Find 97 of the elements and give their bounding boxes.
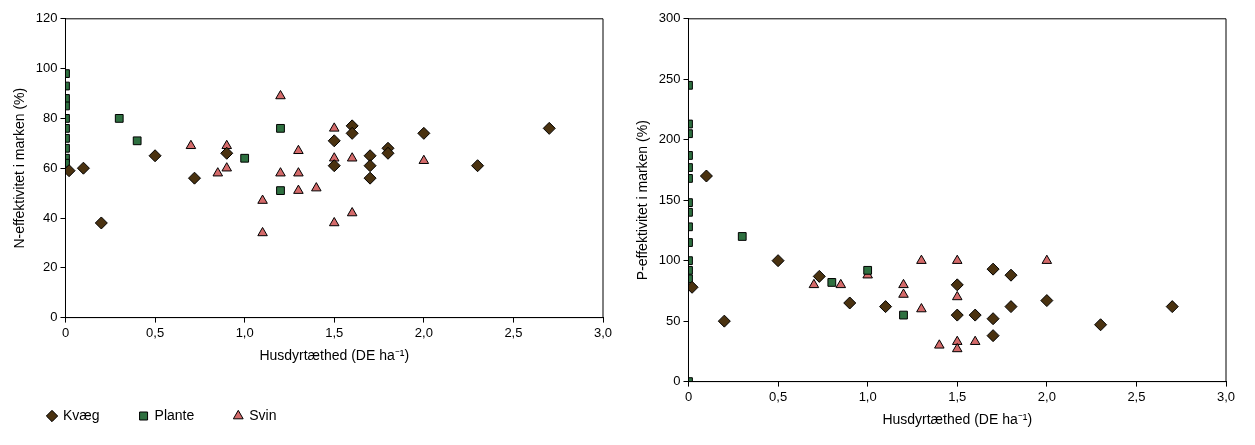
point xyxy=(986,312,1000,326)
point xyxy=(969,335,981,345)
point xyxy=(986,329,1000,343)
y-tick-label: 80 xyxy=(43,109,58,125)
point xyxy=(275,167,286,177)
point xyxy=(275,89,286,100)
point xyxy=(950,308,964,322)
point xyxy=(345,126,359,140)
y-tick-label: 100 xyxy=(35,60,58,76)
x-axis-title: Husdyrtæthed (DE ha⁻¹) xyxy=(259,347,410,364)
point xyxy=(471,159,485,173)
y-tick-label: 200 xyxy=(658,131,681,147)
point xyxy=(916,303,927,313)
point xyxy=(986,262,1000,276)
point xyxy=(328,216,340,227)
point xyxy=(293,184,304,194)
point xyxy=(148,149,162,163)
x-tick-label: 3,0 xyxy=(593,324,613,340)
point xyxy=(220,146,234,160)
point xyxy=(328,152,340,162)
x-tick-label: 3,0 xyxy=(1216,388,1236,404)
point xyxy=(327,134,341,148)
point xyxy=(1094,318,1108,332)
point xyxy=(293,167,304,177)
point xyxy=(699,169,713,183)
point xyxy=(293,144,304,155)
y-tick-label: 50 xyxy=(666,312,681,328)
legend-label: Kvæg xyxy=(63,406,100,423)
point xyxy=(346,152,358,162)
point xyxy=(898,288,909,298)
point xyxy=(542,121,556,135)
legend-label: Plante xyxy=(154,406,195,423)
x-axis-title: Husdyrtæthed (DE ha⁻¹) xyxy=(882,411,1033,428)
point xyxy=(221,162,233,172)
point xyxy=(1165,300,1179,314)
y-tick-label: 150 xyxy=(658,191,681,207)
y-tick-label: 20 xyxy=(43,259,58,275)
point xyxy=(812,269,826,283)
point xyxy=(257,194,268,204)
y-tick-label: 0 xyxy=(50,309,58,325)
y-axis-title: P-effektivitet i marken (%) xyxy=(634,120,651,281)
point xyxy=(951,342,963,353)
x-tick-label: 0 xyxy=(61,324,70,340)
point xyxy=(185,139,197,150)
y-tick-label: 40 xyxy=(43,209,58,225)
legend-label: Svin xyxy=(249,406,277,423)
point xyxy=(951,254,963,264)
y-tick-label: 60 xyxy=(43,159,58,175)
point xyxy=(951,335,963,345)
point xyxy=(327,159,341,173)
point xyxy=(843,296,857,310)
y-tick-label: 0 xyxy=(673,373,681,389)
y-axis-title: N-effektivitet i marken (%) xyxy=(11,87,28,249)
y-tick-label: 250 xyxy=(658,70,681,86)
point xyxy=(808,278,820,289)
point xyxy=(1040,294,1054,308)
point xyxy=(934,339,945,349)
point xyxy=(717,314,731,328)
point xyxy=(346,207,358,217)
x-tick-label: 1,0 xyxy=(858,388,877,404)
point xyxy=(94,216,108,230)
x-tick-label: 2,5 xyxy=(504,324,523,340)
point xyxy=(417,126,431,140)
point xyxy=(76,161,90,175)
point xyxy=(257,226,268,237)
x-tick-label: 1,5 xyxy=(948,388,967,404)
point xyxy=(916,254,927,264)
point xyxy=(879,300,893,314)
point xyxy=(187,171,201,185)
y-tick-label: 300 xyxy=(658,10,681,26)
point xyxy=(311,182,322,192)
x-tick-label: 0 xyxy=(684,388,693,404)
y-tick-label: 100 xyxy=(658,252,681,268)
point xyxy=(771,254,785,268)
point xyxy=(418,154,430,164)
x-tick-label: 2,0 xyxy=(414,324,433,340)
point xyxy=(835,278,847,289)
x-tick-label: 1,0 xyxy=(235,324,254,340)
point xyxy=(363,159,377,173)
point xyxy=(968,308,982,322)
point xyxy=(898,278,909,289)
point xyxy=(381,146,395,160)
point xyxy=(950,278,964,292)
x-tick-label: 0,5 xyxy=(769,388,788,404)
point xyxy=(328,122,340,132)
x-tick-label: 2,5 xyxy=(1127,388,1146,404)
x-tick-label: 2,0 xyxy=(1037,388,1056,404)
x-tick-label: 1,5 xyxy=(325,324,344,340)
x-tick-label: 0,5 xyxy=(146,324,165,340)
y-tick-label: 120 xyxy=(35,10,58,26)
point xyxy=(951,290,963,301)
point xyxy=(1041,254,1053,264)
point xyxy=(1004,300,1018,314)
point xyxy=(212,167,224,177)
point xyxy=(1004,268,1018,282)
point xyxy=(363,171,377,185)
point xyxy=(363,149,377,163)
